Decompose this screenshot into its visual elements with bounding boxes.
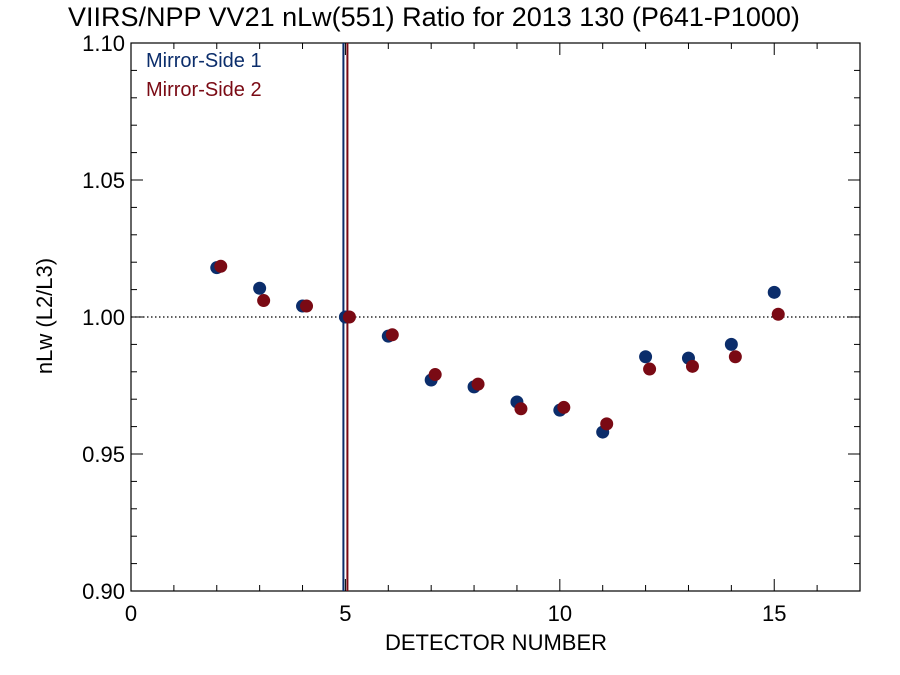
data-point-series-2 (600, 417, 614, 431)
y-tick-label: 1.00 (82, 305, 125, 330)
y-tick-label: 1.10 (82, 31, 125, 56)
legend-label-mirror-side-1: Mirror-Side 1 (146, 50, 262, 72)
chart-title: VIIRS/NPP VV21 nLw(551) Ratio for 2013 1… (68, 2, 800, 32)
y-tick-label: 0.90 (82, 579, 125, 604)
data-point-series-2 (428, 368, 442, 382)
data-point-series-2 (771, 307, 785, 321)
x-tick-label: 10 (548, 601, 572, 626)
data-point-series-2 (514, 402, 528, 416)
legend: Mirror-Side 1 Mirror-Side 2 (146, 50, 262, 101)
data-point-series-1 (639, 350, 653, 364)
data-point-series-2 (342, 310, 356, 324)
data-point-series-2 (300, 299, 314, 313)
data-point-series-2 (685, 359, 699, 373)
plot-area: 0 5 10 15 0.90 0.95 1.00 1.05 1.10 (82, 31, 861, 626)
data-point-series-2 (728, 350, 742, 364)
data-point-series-2 (385, 328, 399, 342)
data-point-series-1 (767, 285, 781, 299)
data-point-series-2 (214, 259, 228, 273)
y-tick-label: 1.05 (82, 168, 125, 193)
data-point-series-2 (257, 294, 271, 308)
y-tick-label: 0.95 (82, 442, 125, 467)
x-tick-label: 5 (339, 601, 351, 626)
y-axis-label: nLw (L2/L3) (32, 258, 57, 374)
x-tick-label: 15 (762, 601, 786, 626)
data-point-series-2 (471, 377, 485, 391)
legend-label-mirror-side-2: Mirror-Side 2 (146, 79, 262, 101)
data-point-series-1 (253, 281, 267, 295)
x-axis-label: DETECTOR NUMBER (385, 630, 607, 655)
data-point-series-2 (557, 400, 571, 414)
data-point-series-2 (643, 362, 657, 376)
x-tick-label: 0 (125, 601, 137, 626)
data-point-series-1 (724, 337, 738, 351)
